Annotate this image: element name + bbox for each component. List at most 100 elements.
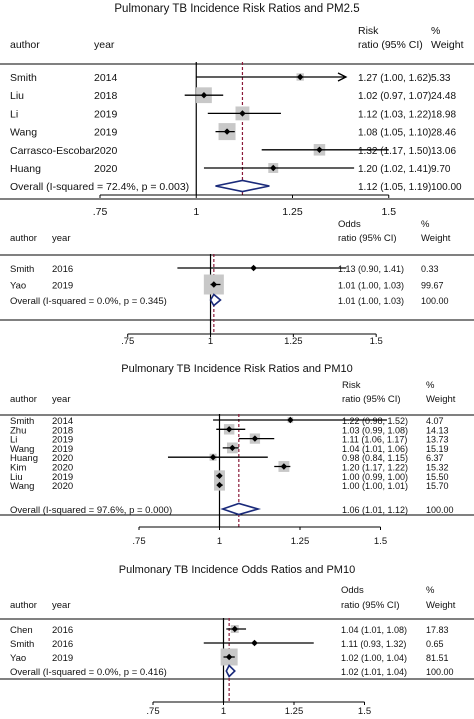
point-estimate bbox=[316, 146, 323, 153]
overall-weight: 100.00 bbox=[431, 182, 462, 193]
study-ci-text: 1.27 (1.00, 1.62) bbox=[358, 73, 431, 84]
study-row: Wang 2019 1.04 (1.01, 1.06) 15.19 bbox=[10, 442, 449, 455]
ci-arrow bbox=[337, 72, 348, 82]
study-weight: 13.73 bbox=[426, 435, 449, 445]
study-author: Wang bbox=[10, 444, 34, 455]
study-ci-text: 1.04 (1.01, 1.08) bbox=[341, 625, 407, 635]
study-ci-text: 1.00 (0.99, 1.00) bbox=[342, 472, 408, 482]
study-ci-text: 1.01 (1.00, 1.03) bbox=[338, 281, 404, 291]
overall-ci-text: 1.01 (1.00, 1.03) bbox=[338, 296, 404, 306]
column-header-effect-line2: ratio (95% CI) bbox=[338, 233, 397, 244]
column-header-year: year bbox=[52, 394, 70, 405]
chart-title: Pulmonary TB Incidence Odds Ratios and P… bbox=[119, 564, 355, 576]
study-year: 2018 bbox=[52, 425, 73, 436]
forest-panel-pm25-rr: Pulmonary TB Incidence Risk Ratios and P… bbox=[0, 0, 474, 218]
study-ci-text: 1.12 (1.03, 1.22) bbox=[358, 109, 431, 120]
overall-label: Overall (I-squared = 72.4%, p = 0.003) bbox=[10, 181, 189, 193]
column-header-weight-line1: % bbox=[421, 219, 430, 230]
study-weight: 0.65 bbox=[426, 639, 444, 649]
study-weight: 15.70 bbox=[426, 481, 449, 491]
column-header-effect-line2: ratio (95% CI) bbox=[342, 394, 401, 405]
point-estimate bbox=[216, 472, 223, 479]
x-tick-label: 1.25 bbox=[291, 536, 310, 547]
x-tick-label: 1.5 bbox=[358, 706, 371, 717]
point-estimate bbox=[200, 92, 208, 99]
study-year: 2020 bbox=[52, 463, 73, 474]
study-row: Zhu 2018 1.03 (0.99, 1.08) 14.13 bbox=[10, 424, 449, 436]
study-year: 2016 bbox=[52, 264, 73, 275]
study-author: Smith bbox=[10, 416, 34, 427]
study-weight: 6.37 bbox=[426, 453, 444, 463]
study-author: Huang bbox=[10, 163, 41, 175]
study-row: Smith 2014 1.27 (1.00, 1.62) 5.33 bbox=[10, 72, 451, 84]
chart-title: Pulmonary TB Incidence Risk Ratios and P… bbox=[114, 3, 359, 15]
study-weight: 18.98 bbox=[431, 109, 456, 120]
study-year: 2019 bbox=[52, 281, 73, 292]
point-estimate bbox=[216, 481, 223, 489]
study-author: Carrasco-Escobar bbox=[10, 145, 95, 157]
study-year: 2019 bbox=[52, 435, 73, 446]
column-header-effect-line1: Risk bbox=[342, 380, 361, 391]
study-row: Li 2019 1.12 (1.03, 1.22) 18.98 bbox=[10, 106, 456, 120]
column-header-author: author bbox=[10, 600, 37, 611]
study-ci-text: 1.02 (1.00, 1.04) bbox=[341, 653, 407, 663]
forest-panel-pm10-rr: Pulmonary TB Incidence Risk Ratios and P… bbox=[0, 360, 474, 556]
study-year: 2020 bbox=[94, 145, 118, 157]
study-year: 2019 bbox=[94, 127, 118, 139]
point-estimate bbox=[229, 444, 236, 452]
column-header-effect-line2: ratio (95% CI) bbox=[358, 39, 423, 51]
study-year: 2019 bbox=[52, 472, 73, 483]
pooled-diamond bbox=[215, 179, 270, 193]
study-ci-text: 1.20 (1.02, 1.41) bbox=[358, 164, 431, 175]
x-tick-label: 1.25 bbox=[284, 336, 303, 347]
forest-plot-svg: author year Odds ratio (95% CI)% Weight .75 1 1… bbox=[0, 219, 474, 347]
point-estimate bbox=[297, 73, 304, 81]
column-header-author: author bbox=[10, 39, 40, 51]
study-year: 2019 bbox=[94, 108, 118, 120]
overall-row: Overall (I-squared = 0.0%, p = 0.416) 1.0… bbox=[10, 664, 454, 678]
study-ci-text: 1.02 (0.97, 1.07) bbox=[358, 91, 431, 102]
chart-title: Pulmonary TB Incidence Risk Ratios and P… bbox=[121, 363, 353, 375]
study-author: Smith bbox=[10, 639, 34, 650]
column-header-effect-line1: Risk bbox=[358, 25, 379, 37]
study-author: Chen bbox=[10, 625, 33, 636]
study-year: 2020 bbox=[52, 453, 73, 464]
study-year: 2018 bbox=[94, 90, 118, 102]
study-row: Smith 2014 1.22 (0.98, 1.52) 4.07 bbox=[10, 416, 444, 427]
x-tick-label: 1 bbox=[217, 536, 222, 547]
x-tick-label: 1 bbox=[193, 206, 199, 218]
x-tick-label: 1.25 bbox=[285, 706, 304, 717]
forest-plot-svg: Pulmonary TB Incidence Odds Ratios and P… bbox=[0, 564, 474, 717]
overall-label: Overall (I-squared = 97.6%, p = 0.000) bbox=[10, 505, 172, 516]
pooled-diamond bbox=[209, 293, 222, 307]
study-weight: 17.83 bbox=[426, 625, 449, 635]
x-tick-label: 1.5 bbox=[381, 206, 396, 218]
point-estimate bbox=[225, 653, 233, 661]
study-author: Liu bbox=[10, 472, 23, 483]
study-row: Kim 2020 1.20 (1.17, 1.22) 15.32 bbox=[10, 461, 449, 474]
forest-panel-pm25-or: author year Odds ratio (95% CI)% Weight .75 1 1… bbox=[0, 214, 474, 360]
study-author: Yao bbox=[10, 653, 26, 664]
overall-ci-text: 1.12 (1.05, 1.19) bbox=[358, 182, 431, 193]
point-estimate bbox=[231, 625, 238, 633]
study-ci-text: 1.32 (1.17, 1.50) bbox=[358, 146, 431, 157]
study-author: Smith bbox=[10, 72, 37, 84]
column-header-year: year bbox=[52, 600, 70, 611]
study-author: Wang bbox=[10, 127, 37, 139]
study-row: Liu 2018 1.02 (0.97, 1.07) 24.48 bbox=[10, 87, 456, 104]
point-estimate bbox=[251, 639, 258, 647]
column-header-author: author bbox=[10, 233, 37, 244]
point-estimate bbox=[225, 426, 233, 433]
column-header-author: author bbox=[10, 394, 37, 405]
study-weight: 9.70 bbox=[431, 164, 451, 175]
x-tick-label: 1 bbox=[208, 336, 213, 347]
study-row: Smith 2016 1.11 (0.93, 1.32) 0.65 bbox=[10, 639, 444, 650]
overall-weight: 100.00 bbox=[426, 667, 454, 677]
forest-panel-pm10-or: Pulmonary TB Incidence Odds Ratios and P… bbox=[0, 561, 474, 719]
study-author: Li bbox=[10, 108, 18, 120]
x-tick-label: 1 bbox=[221, 706, 226, 717]
point-estimate bbox=[209, 454, 217, 461]
study-year: 2014 bbox=[94, 72, 118, 84]
study-row: Carrasco-Escobar 2020 1.32 (1.17, 1.50) 13.… bbox=[10, 144, 456, 157]
column-header-year: year bbox=[52, 233, 70, 244]
